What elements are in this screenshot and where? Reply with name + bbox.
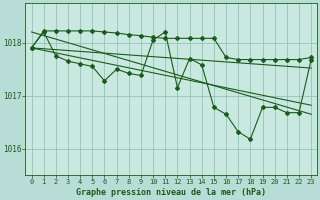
X-axis label: Graphe pression niveau de la mer (hPa): Graphe pression niveau de la mer (hPa) <box>76 188 266 197</box>
